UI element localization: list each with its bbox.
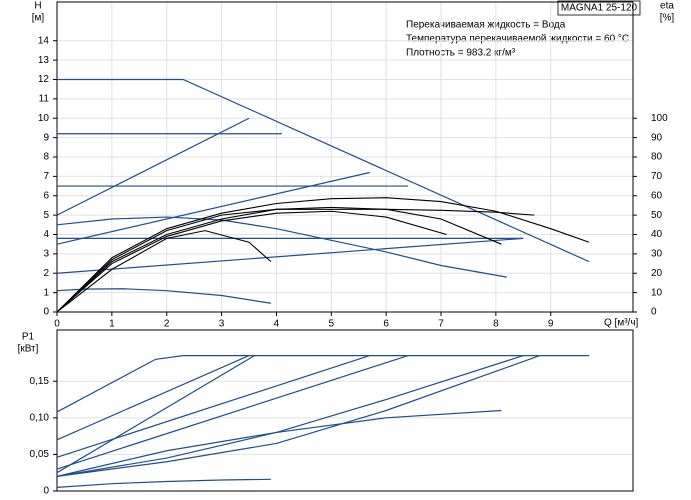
curve bbox=[56, 197, 590, 313]
curve bbox=[56, 355, 370, 458]
y2-tick-label: 60 bbox=[651, 190, 663, 201]
curve bbox=[56, 216, 507, 278]
y-tick-label: 9 bbox=[43, 132, 49, 143]
x-tick-label: 6 bbox=[383, 319, 389, 330]
title-box bbox=[557, 0, 641, 16]
y2-tick-label: 90 bbox=[651, 132, 663, 143]
y-tick-label: 0 bbox=[43, 307, 49, 318]
y-tick-label: 6 bbox=[43, 190, 49, 201]
x-tick-label: 4 bbox=[274, 319, 280, 330]
curve bbox=[57, 78, 590, 263]
x-tick-label: 2 bbox=[164, 319, 170, 330]
x-tick-label: 8 bbox=[493, 319, 499, 330]
curve bbox=[56, 355, 409, 470]
y2-tick-label: 100 bbox=[651, 113, 668, 124]
curve bbox=[56, 409, 502, 477]
y-axis-unit: [кВт] bbox=[18, 344, 39, 355]
annotation: Плотность = 983.2 кг/м³ bbox=[406, 48, 516, 59]
curve bbox=[56, 230, 272, 313]
y2-tick-label: 0 bbox=[651, 307, 657, 318]
curve bbox=[56, 288, 272, 304]
curve bbox=[56, 237, 524, 274]
y-tick-label: 2 bbox=[43, 268, 49, 279]
curve bbox=[56, 355, 524, 477]
y2-tick-label: 80 bbox=[651, 152, 663, 163]
curve bbox=[56, 117, 250, 216]
y2-tick-label: 70 bbox=[651, 171, 663, 182]
y-tick-label: 0 bbox=[43, 486, 49, 497]
curve bbox=[56, 355, 540, 477]
y2-axis-label: eta bbox=[660, 1, 674, 12]
y-tick-label: 4 bbox=[43, 229, 49, 240]
y-tick-label: 10 bbox=[38, 113, 50, 124]
x-tick-label: 5 bbox=[329, 319, 335, 330]
y-tick-label: 7 bbox=[43, 171, 49, 182]
y-tick-label: 5 bbox=[43, 210, 49, 221]
y2-axis-unit: [%] bbox=[660, 13, 675, 24]
y-tick-label: 0,05 bbox=[30, 449, 50, 460]
x-tick-label: 0 bbox=[54, 319, 60, 330]
plot-frame bbox=[56, 329, 634, 492]
x-tick-label: 1 bbox=[109, 319, 115, 330]
x-tick-label: 9 bbox=[548, 319, 554, 330]
curve bbox=[56, 210, 447, 313]
y-tick-label: 3 bbox=[43, 249, 49, 260]
y-tick-label: 13 bbox=[38, 55, 50, 66]
x-tick-label: 7 bbox=[438, 319, 444, 330]
y2-tick-label: 10 bbox=[651, 287, 663, 298]
y2-tick-label: 40 bbox=[651, 229, 663, 240]
curve bbox=[56, 355, 250, 441]
x-axis-label: Q [м³/ч] bbox=[604, 318, 639, 329]
y-tick-label: 0,15 bbox=[30, 376, 50, 387]
x-tick-label: 3 bbox=[219, 319, 225, 330]
curve bbox=[56, 355, 590, 413]
y2-tick-label: 50 bbox=[651, 210, 663, 221]
annotation: Перекачиваемая жидкость = Вода bbox=[406, 20, 566, 31]
y-tick-label: 0,10 bbox=[30, 412, 50, 423]
curve bbox=[56, 478, 271, 488]
curve bbox=[56, 208, 535, 313]
y-tick-label: 14 bbox=[38, 35, 50, 46]
y-tick-label: 1 bbox=[43, 287, 49, 298]
curve bbox=[56, 171, 370, 245]
y-tick-label: 11 bbox=[39, 94, 50, 105]
y-axis-label: H bbox=[34, 1, 41, 12]
chart-title: MAGNA1 25-120 bbox=[561, 3, 638, 14]
y-axis-label: P1 bbox=[22, 332, 35, 343]
y-axis-unit: [м] bbox=[32, 13, 45, 24]
y2-tick-label: 20 bbox=[651, 268, 663, 279]
annotation: Температура перекачиваемой жидкости = 60… bbox=[406, 34, 629, 45]
y2-tick-label: 30 bbox=[651, 249, 663, 260]
y-tick-label: 8 bbox=[43, 152, 49, 163]
y-tick-label: 12 bbox=[38, 74, 50, 85]
curve bbox=[56, 206, 502, 313]
curve bbox=[56, 355, 255, 474]
plot-frame bbox=[56, 1, 634, 313]
